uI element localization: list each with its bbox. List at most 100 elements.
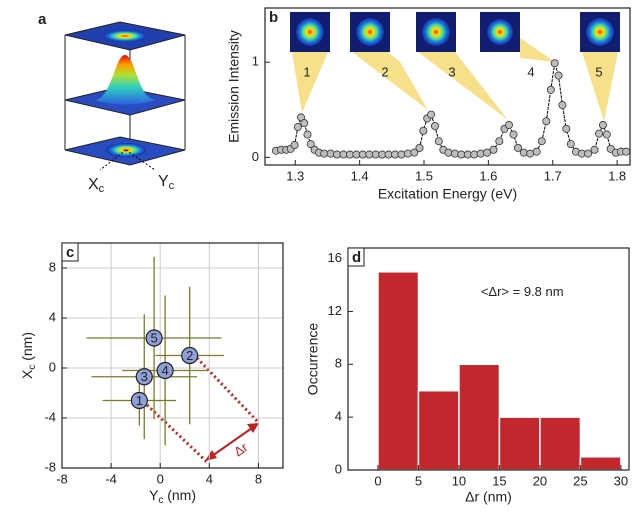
x-tick-label: -4	[105, 471, 117, 486]
axis-main: X	[88, 176, 99, 193]
x-tick-label: 8	[255, 471, 262, 486]
y-tick-label: 16	[328, 250, 342, 265]
point-label: 2	[186, 348, 193, 363]
data-point	[563, 125, 570, 132]
data-point	[520, 149, 527, 156]
arrow-head	[247, 423, 259, 433]
data-point	[533, 148, 540, 155]
data-point	[551, 60, 558, 67]
data-point	[505, 121, 512, 128]
point-label: 4	[162, 363, 169, 378]
data-point	[567, 140, 574, 147]
dashed-line	[147, 405, 207, 462]
y-tick-label: 8	[49, 259, 56, 274]
x-tick-label: 0	[374, 473, 381, 488]
panel-label: b	[269, 9, 278, 26]
bar	[459, 364, 499, 470]
x-tick-label: 1.7	[544, 168, 562, 183]
x-tick-label: 15	[492, 473, 506, 488]
inset-label: 5	[595, 64, 602, 79]
data-point	[427, 111, 434, 118]
axis-main: Y	[158, 173, 169, 190]
y-tick-label: -8	[44, 459, 56, 474]
x-axis-label: Excitation Energy (eV)	[378, 186, 517, 202]
data-point	[555, 72, 562, 79]
x-tick-label: 1.3	[286, 168, 304, 183]
x-tick-label: 4	[206, 471, 213, 486]
inset-label: 2	[381, 64, 388, 79]
data-point	[291, 141, 298, 148]
inset-label: 1	[303, 64, 310, 79]
data-point	[416, 144, 423, 151]
point-label: 5	[150, 330, 157, 345]
data-point	[596, 130, 603, 137]
x-tick-label: 5	[415, 473, 422, 488]
y-tick-label: 4	[49, 309, 56, 324]
y-tick-label: 0	[49, 359, 56, 374]
callout	[582, 52, 618, 121]
data-point	[490, 146, 497, 153]
data-point	[599, 121, 606, 128]
insets: 1 2 3 4 5	[290, 12, 620, 79]
data-point	[304, 131, 311, 138]
callout	[292, 52, 328, 113]
gaussian-peak	[95, 55, 155, 105]
bar	[580, 457, 620, 470]
data-point	[510, 131, 517, 138]
data-point	[603, 131, 610, 138]
figure: a Xc Yc 1 2 3 4 5	[0, 0, 636, 520]
plot-data	[378, 272, 621, 470]
axis-unit: (nm)	[163, 487, 196, 503]
callout	[418, 52, 508, 120]
bar	[499, 417, 539, 470]
y-tick-label: 8	[335, 356, 342, 371]
axis-label: Xc	[88, 176, 105, 195]
inset-spot	[487, 19, 513, 45]
axis-unit: (nm)	[19, 332, 35, 365]
y-tick-label: 0	[252, 149, 259, 164]
x-tick-label: 30	[614, 473, 628, 488]
y-tick-label: 12	[328, 303, 342, 318]
inset-spot	[422, 18, 450, 46]
panel-a: a Xc Yc	[38, 11, 185, 195]
x-tick-label: 1.4	[351, 168, 369, 183]
axis-label: Yc (nm)	[149, 487, 196, 506]
data-point	[547, 86, 554, 93]
inset-spot	[356, 18, 384, 46]
panel-label: c	[66, 244, 74, 261]
data-point	[477, 150, 484, 157]
data-point	[543, 118, 550, 125]
x-tick-label: -8	[56, 471, 68, 486]
axis-label: Xc (nm)	[19, 332, 38, 379]
panel-label: a	[38, 11, 47, 28]
data-point	[294, 123, 301, 130]
data-point	[559, 101, 566, 108]
bar	[540, 417, 580, 470]
callout	[520, 38, 555, 62]
arrow-head	[205, 450, 217, 461]
x-tick-label: 10	[452, 473, 466, 488]
data-point	[451, 150, 458, 157]
y-tick-label: -4	[44, 409, 56, 424]
y-tick-label: 1	[252, 54, 259, 69]
bar	[378, 272, 418, 470]
x-tick-label: 1.8	[608, 168, 626, 183]
y-axis-label: Occurrence	[305, 323, 321, 396]
top-spot	[103, 30, 147, 42]
x-tick-label: 1.6	[479, 168, 497, 183]
point-label: 3	[141, 369, 148, 384]
x-tick-label: 0	[157, 471, 164, 486]
callout	[352, 52, 428, 110]
x-axis-label: Δr (nm)	[465, 489, 512, 505]
data-point	[301, 120, 308, 127]
axis-sub: c	[99, 183, 105, 195]
data-point	[623, 148, 630, 155]
inset-spot	[586, 18, 614, 46]
axis-sub: c	[169, 180, 175, 192]
data-point	[471, 151, 478, 158]
panel-label: d	[352, 249, 361, 266]
data-point	[404, 150, 411, 157]
inset-label: 4	[527, 64, 534, 79]
inset-spot	[296, 18, 324, 46]
data-point	[435, 138, 442, 145]
